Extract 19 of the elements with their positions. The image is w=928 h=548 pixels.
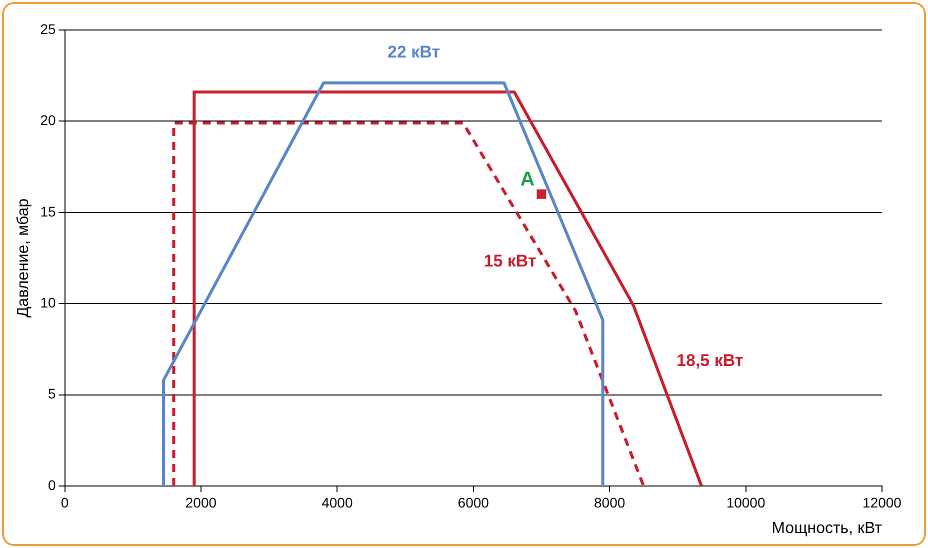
y-tick-label: 25	[40, 20, 56, 37]
x-tick-label: 0	[60, 494, 69, 510]
x-tick-label: 10000	[726, 494, 766, 510]
series-label: 15 кВт	[484, 252, 536, 271]
y-tick-label: 15	[40, 203, 56, 220]
y-tick-label: 5	[48, 386, 56, 402]
y-tick-label: 20	[40, 112, 56, 128]
y-axis-title: Давление, мбар	[15, 198, 32, 318]
y-tick-label: 0	[48, 476, 56, 493]
x-tick-label: 8000	[594, 494, 626, 510]
x-tick-label: 12000	[862, 494, 902, 510]
series-label: 18,5 кВт	[676, 351, 744, 370]
x-tick-label: 4000	[322, 494, 353, 510]
x-tick-label: 2000	[185, 494, 217, 510]
annotation: A	[520, 168, 535, 191]
x-tick-label: 6000	[458, 494, 490, 510]
x-axis-title: Мощность, кВт	[772, 520, 883, 537]
y-tick-label: 10	[40, 294, 56, 310]
series-label: 22 кВт	[388, 42, 440, 62]
